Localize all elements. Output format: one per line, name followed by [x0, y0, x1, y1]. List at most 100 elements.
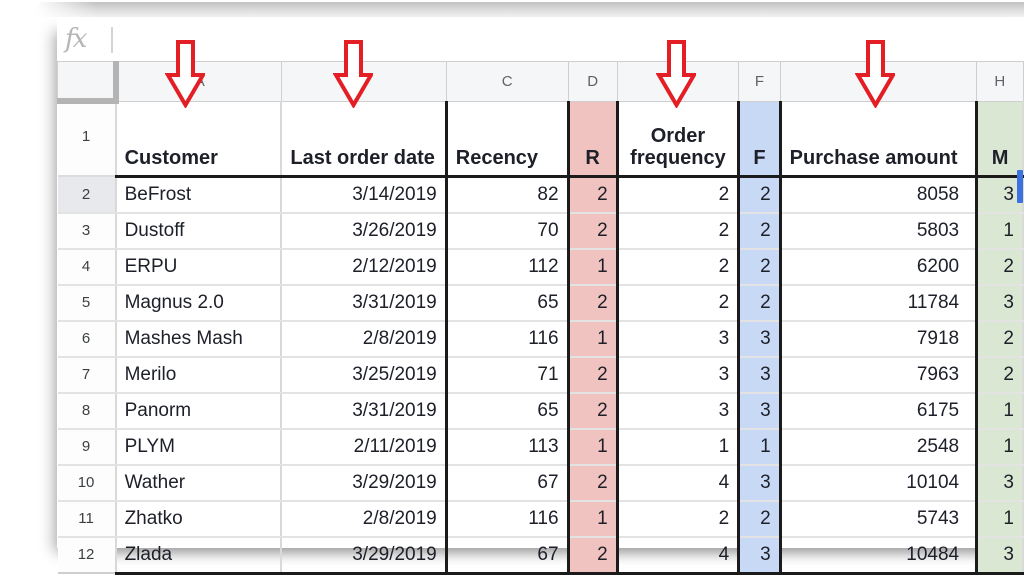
- cell-E2[interactable]: 2: [615, 176, 740, 214]
- cell-B7[interactable]: 3/25/2019: [281, 356, 448, 394]
- cell-E4[interactable]: 2: [615, 248, 740, 286]
- cell-D5[interactable]: 2: [566, 284, 619, 322]
- cell-C3[interactable]: 70: [444, 212, 570, 250]
- cell-C1[interactable]: Recency: [444, 101, 570, 178]
- cell-C12[interactable]: 67: [444, 536, 570, 575]
- cell-C9[interactable]: 113: [444, 428, 570, 466]
- row-number-2[interactable]: 2: [57, 176, 117, 214]
- column-header-H[interactable]: H: [976, 61, 1024, 102]
- cell-F10[interactable]: 3: [737, 464, 782, 502]
- cell-C5[interactable]: 65: [444, 284, 570, 322]
- cell-F6[interactable]: 3: [737, 320, 782, 358]
- cell-D12[interactable]: 2: [566, 536, 619, 575]
- cell-G2[interactable]: 8058: [778, 176, 978, 214]
- column-header-D[interactable]: D: [567, 61, 618, 102]
- cell-C8[interactable]: 65: [444, 392, 570, 430]
- cell-F8[interactable]: 3: [737, 392, 782, 430]
- cell-F7[interactable]: 3: [737, 356, 782, 394]
- cell-A2[interactable]: BeFrost: [115, 176, 283, 214]
- cell-F11[interactable]: 2: [737, 500, 782, 538]
- cell-A4[interactable]: ERPU: [115, 248, 283, 286]
- cell-C2[interactable]: 82: [444, 176, 570, 214]
- cell-D8[interactable]: 2: [566, 392, 619, 430]
- cell-G10[interactable]: 10104: [778, 464, 978, 502]
- row-number-8[interactable]: 8: [57, 392, 117, 430]
- cell-C10[interactable]: 67: [444, 464, 570, 502]
- cell-B1[interactable]: Last order date: [281, 101, 448, 178]
- column-header-F[interactable]: F: [738, 61, 781, 102]
- cell-G7[interactable]: 7963: [778, 356, 978, 394]
- cell-H7[interactable]: 2: [975, 356, 1024, 394]
- cell-D6[interactable]: 1: [566, 320, 619, 358]
- cell-H5[interactable]: 3: [975, 284, 1024, 322]
- cell-H1[interactable]: M: [975, 101, 1024, 178]
- cell-H4[interactable]: 2: [975, 248, 1024, 286]
- cell-G3[interactable]: 5803: [778, 212, 978, 250]
- row-number-10[interactable]: 10: [57, 464, 117, 502]
- cell-C11[interactable]: 116: [444, 500, 570, 538]
- cell-G6[interactable]: 7918: [778, 320, 978, 358]
- cell-A8[interactable]: Panorm: [115, 392, 283, 430]
- cell-C7[interactable]: 71: [444, 356, 570, 394]
- cell-F5[interactable]: 2: [737, 284, 782, 322]
- row-number-5[interactable]: 5: [57, 284, 117, 322]
- cell-D4[interactable]: 1: [566, 248, 619, 286]
- cell-D7[interactable]: 2: [566, 356, 619, 394]
- cell-E5[interactable]: 2: [615, 284, 740, 322]
- cell-H12[interactable]: 3: [975, 536, 1024, 575]
- cell-F2[interactable]: 2: [737, 176, 782, 214]
- cell-D3[interactable]: 2: [566, 212, 619, 250]
- cell-E1[interactable]: Order frequency: [615, 101, 740, 178]
- cell-D1[interactable]: R: [566, 101, 619, 178]
- cell-E8[interactable]: 3: [615, 392, 740, 430]
- cell-C6[interactable]: 116: [444, 320, 570, 358]
- cell-G4[interactable]: 6200: [778, 248, 978, 286]
- cell-C4[interactable]: 112: [444, 248, 570, 286]
- select-all-corner[interactable]: [56, 61, 119, 104]
- cell-H8[interactable]: 1: [975, 392, 1024, 430]
- cell-A3[interactable]: Dustoff: [115, 212, 283, 250]
- cell-A10[interactable]: Wather: [115, 464, 283, 502]
- cell-D11[interactable]: 1: [566, 500, 619, 538]
- cell-H10[interactable]: 3: [975, 464, 1024, 502]
- cell-B8[interactable]: 3/31/2019: [281, 392, 448, 430]
- column-header-C[interactable]: C: [445, 61, 569, 102]
- row-number-7[interactable]: 7: [57, 356, 117, 394]
- cell-B6[interactable]: 2/8/2019: [281, 320, 448, 358]
- cell-A7[interactable]: Merilo: [115, 356, 283, 394]
- cell-A11[interactable]: Zhatko: [115, 500, 283, 538]
- cell-A1[interactable]: Customer: [115, 101, 283, 178]
- cell-A6[interactable]: Mashes Mash: [115, 320, 283, 358]
- cell-G9[interactable]: 2548: [778, 428, 978, 466]
- cell-G5[interactable]: 11784: [778, 284, 978, 322]
- cell-B11[interactable]: 2/8/2019: [281, 500, 448, 538]
- cell-H9[interactable]: 1: [975, 428, 1024, 466]
- cell-E6[interactable]: 3: [615, 320, 740, 358]
- row-number-9[interactable]: 9: [57, 428, 117, 466]
- cell-G12[interactable]: 10484: [778, 536, 978, 575]
- row-number-6[interactable]: 6: [57, 320, 117, 358]
- cell-H11[interactable]: 1: [975, 500, 1024, 538]
- cell-D10[interactable]: 2: [566, 464, 619, 502]
- cell-E7[interactable]: 3: [615, 356, 740, 394]
- cell-B4[interactable]: 2/12/2019: [281, 248, 448, 286]
- cell-B10[interactable]: 3/29/2019: [281, 464, 448, 502]
- cell-F3[interactable]: 2: [737, 212, 782, 250]
- cell-E9[interactable]: 1: [615, 428, 740, 466]
- cell-H3[interactable]: 1: [975, 212, 1024, 250]
- cell-A9[interactable]: PLYM: [115, 428, 283, 466]
- cell-D2[interactable]: 2: [566, 176, 619, 214]
- cell-E3[interactable]: 2: [615, 212, 740, 250]
- cell-A12[interactable]: Zlada: [115, 536, 283, 575]
- cell-D9[interactable]: 1: [566, 428, 619, 466]
- cell-B2[interactable]: 3/14/2019: [281, 176, 448, 214]
- cell-H6[interactable]: 2: [975, 320, 1024, 358]
- cell-B5[interactable]: 3/31/2019: [281, 284, 448, 322]
- cell-F1[interactable]: F: [737, 101, 782, 178]
- row-number-4[interactable]: 4: [57, 248, 117, 286]
- cell-E12[interactable]: 4: [615, 536, 740, 575]
- row-number-11[interactable]: 11: [57, 500, 117, 538]
- cell-A5[interactable]: Magnus 2.0: [115, 284, 283, 322]
- cell-B3[interactable]: 3/26/2019: [281, 212, 448, 250]
- cell-B12[interactable]: 3/29/2019: [281, 536, 448, 575]
